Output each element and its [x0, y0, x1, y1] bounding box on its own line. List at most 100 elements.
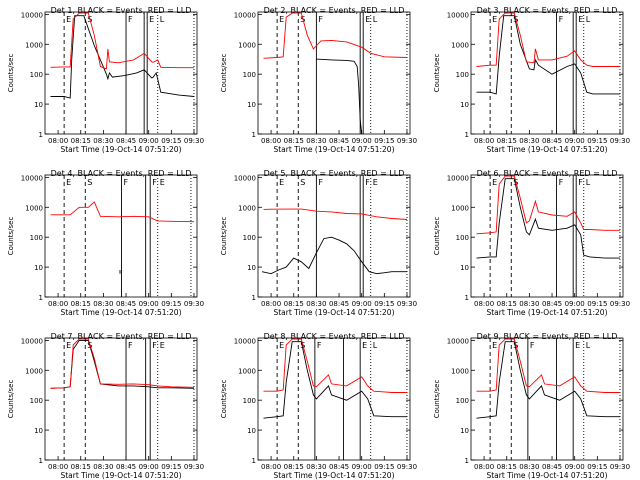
y-tick-label: 10 [247, 101, 256, 109]
y-tick-label: 1000 [451, 367, 469, 375]
y-tick-label: 100 [243, 71, 256, 79]
x-tick-label: 09:00 [139, 463, 159, 471]
x-axis-label: Start Time (19-Oct-14 07:51:20) [486, 471, 607, 480]
marker-flag: F [365, 178, 370, 187]
panel-title: Det 3, BLACK = Events, RED = LLD [477, 6, 618, 15]
plot-frame [257, 174, 411, 298]
x-tick-label: 08:00 [261, 463, 281, 471]
marker-flag: F [559, 15, 564, 24]
y-tick-label: 10 [460, 427, 469, 435]
x-tick-label: 08:15 [497, 300, 517, 308]
y-axis-label: Counts/sec [220, 380, 228, 419]
marker-flag: L [373, 341, 378, 350]
x-tick-label: 08:45 [542, 463, 562, 471]
x-tick-label: 09:15 [587, 300, 607, 308]
series-line-lld [263, 12, 408, 59]
series-line-lld [263, 338, 407, 393]
marker-flag: E [365, 15, 370, 24]
x-axis-label: Start Time (19-Oct-14 07:51:20) [273, 471, 394, 480]
x-tick-label: 08:00 [261, 137, 281, 145]
y-tick-label: 1 [252, 131, 256, 139]
marker-flag: E [149, 15, 154, 24]
y-tick-label: 100 [30, 234, 43, 242]
x-tick-label: 09:15 [161, 137, 181, 145]
x-tick-label: 08:30 [519, 463, 539, 471]
panel-3: Det 3, BLACK = Events, RED = LLD 1 10 100 10… [433, 6, 630, 154]
series-line-events [50, 15, 195, 99]
marker-flag: F [124, 178, 129, 187]
y-tick-label: 1 [39, 294, 43, 302]
plot-frame [44, 174, 198, 298]
y-tick-label: 10 [34, 427, 43, 435]
marker-flag: E [66, 178, 71, 187]
marker-flag: E [492, 341, 497, 350]
y-tick-label: 10000 [21, 174, 43, 182]
panel-6: Det 6, BLACK = Events, RED = LLD 1 10 100 10… [433, 169, 630, 317]
x-tick-label: 08:15 [71, 300, 91, 308]
series-line-lld [50, 201, 195, 223]
y-tick-label: 10 [34, 264, 43, 272]
y-axis-label: Counts/sec [7, 217, 15, 256]
x-tick-label: 09:00 [139, 300, 159, 308]
x-axis-label: Start Time (19-Oct-14 07:51:20) [486, 308, 607, 317]
x-tick-label: 08:45 [542, 300, 562, 308]
x-tick-label: 08:00 [48, 300, 68, 308]
y-tick-label: 10000 [21, 11, 43, 19]
y-tick-label: 1000 [25, 41, 43, 49]
x-tick-label: 09:30 [610, 463, 630, 471]
y-tick-label: 1 [39, 131, 43, 139]
series-line-events [261, 236, 407, 275]
x-tick-label: 08:00 [474, 300, 494, 308]
x-tick-label: 08:30 [306, 137, 326, 145]
marker-flag: F [318, 178, 323, 187]
panel-title: Det 2, BLACK = Events, RED = LLD [264, 6, 405, 15]
panel-5: Det 5, BLACK = Events, RED = LLD 1 10 100 10… [220, 169, 417, 317]
x-tick-label: 09:00 [352, 300, 372, 308]
x-tick-label: 08:00 [474, 463, 494, 471]
x-tick-label: 09:30 [397, 137, 417, 145]
y-tick-label: 100 [456, 234, 469, 242]
x-tick-label: 08:30 [93, 463, 113, 471]
panel-8: Det 8, BLACK = Events, RED = LLD 1 10 100 10… [220, 332, 417, 480]
panel-title: Det 1, BLACK = Events, RED = LLD [51, 6, 192, 15]
plot-frame [470, 11, 624, 135]
panel-1: Det 1, BLACK = Events, RED = LLD 1 10 100 10… [7, 6, 204, 154]
panel-2: Det 2, BLACK = Events, RED = LLD 1 10 100 10… [220, 6, 417, 154]
series-line-events [476, 15, 620, 95]
marker-flag: F [317, 341, 322, 350]
marker-flag: L [586, 341, 591, 350]
y-tick-label: 100 [456, 71, 469, 79]
marker-flag: F [578, 178, 583, 187]
marker-flag: S [87, 178, 92, 187]
marker-flag: F [318, 15, 323, 24]
x-tick-label: 08:00 [474, 137, 494, 145]
x-axis-label: Start Time (19-Oct-14 07:51:20) [486, 145, 607, 154]
marker-flag: E [575, 341, 580, 350]
x-tick-label: 09:30 [184, 137, 204, 145]
x-tick-label: 09:00 [565, 300, 585, 308]
plot-frame [44, 337, 198, 461]
x-tick-label: 09:30 [184, 300, 204, 308]
y-axis-label: Counts/sec [433, 380, 441, 419]
x-tick-label: 08:00 [261, 300, 281, 308]
x-axis-label: Start Time (19-Oct-14 07:51:20) [60, 145, 181, 154]
x-tick-label: 09:30 [610, 137, 630, 145]
y-tick-label: 1 [465, 457, 469, 465]
x-tick-label: 08:45 [329, 300, 349, 308]
x-tick-label: 08:30 [93, 300, 113, 308]
x-tick-label: 09:30 [184, 463, 204, 471]
x-tick-label: 08:15 [71, 463, 91, 471]
panel-9: Det 9, BLACK = Events, RED = LLD 1 10 100 10… [433, 332, 630, 480]
x-tick-label: 08:00 [48, 463, 68, 471]
panel-title: Det 4, BLACK = Events, RED = LLD [51, 169, 192, 178]
x-tick-label: 08:30 [519, 137, 539, 145]
y-axis-label: Counts/sec [7, 380, 15, 419]
y-tick-label: 100 [30, 71, 43, 79]
marker-flag: E [492, 178, 497, 187]
y-tick-label: 1000 [238, 204, 256, 212]
x-axis-label: Start Time (19-Oct-14 07:51:20) [273, 308, 394, 317]
x-tick-label: 09:15 [161, 463, 181, 471]
x-tick-label: 09:00 [352, 463, 372, 471]
y-tick-label: 10 [34, 101, 43, 109]
